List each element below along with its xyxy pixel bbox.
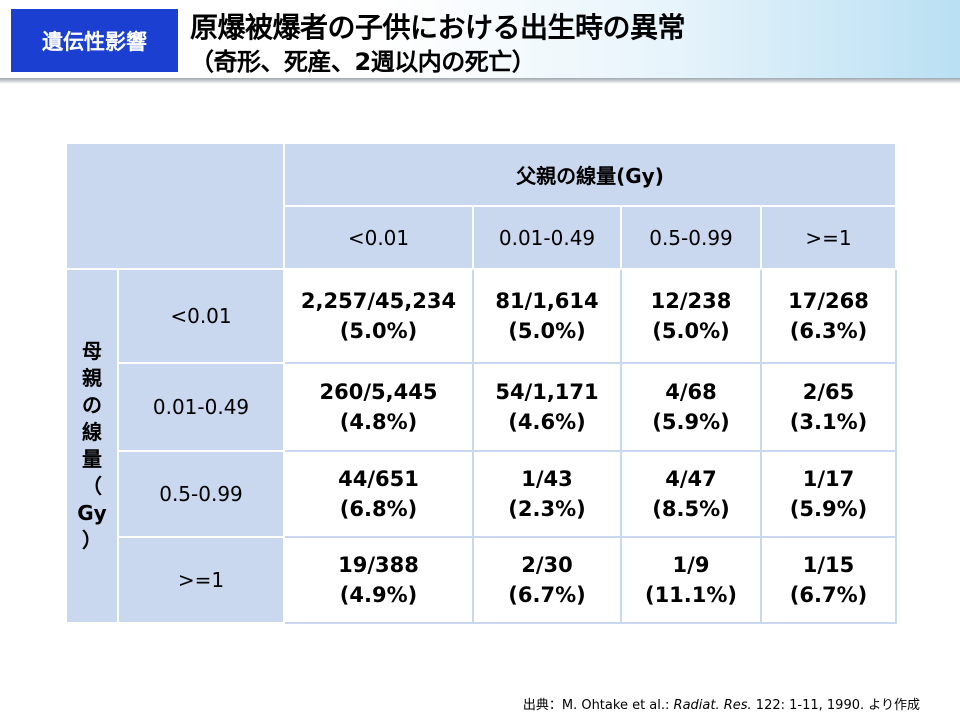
category-badge: 遺伝性影響 — [11, 9, 178, 72]
mother-dose-header: 母 親 の 線 量 （ Gy ） — [65, 268, 119, 624]
col-header: >=1 — [760, 205, 897, 270]
source-citation: 出典：M. Ohtake et al.: Radiat. Res. 122: 1… — [522, 698, 920, 713]
data-cell: 1/15 (6.7%) — [760, 536, 897, 624]
data-table: 父親の線量(Gy) <0.01 0.01-0.49 0.5-0.99 >=1 母… — [65, 142, 897, 624]
data-cell: 4/68 (5.9%) — [620, 362, 762, 452]
data-cell: 19/388 (4.9%) — [283, 536, 474, 624]
data-cell: 81/1,614 (5.0%) — [472, 268, 622, 364]
data-cell: 12/238 (5.0%) — [620, 268, 762, 364]
data-cell: 2/30 (6.7%) — [472, 536, 622, 624]
data-cell: 2,257/45,234 (5.0%) — [283, 268, 474, 364]
slide-title: 原爆被爆者の子供における出生時の異常 — [190, 11, 686, 44]
data-cell: 1/43 (2.3%) — [472, 450, 622, 538]
row-header: <0.01 — [117, 268, 285, 364]
data-cell: 4/47 (8.5%) — [620, 450, 762, 538]
data-cell: 54/1,171 (4.6%) — [472, 362, 622, 452]
col-header: 0.5-0.99 — [620, 205, 762, 270]
row-header: 0.5-0.99 — [117, 450, 285, 538]
data-cell: 1/17 (5.9%) — [760, 450, 897, 538]
slide-subtitle: （奇形、死産、2週以内の死亡） — [190, 48, 536, 76]
table-row: 0.5-0.99 44/651 (6.8%) 1/43 (2.3%) 4/47 (8.… — [66, 450, 897, 538]
data-cell: 260/5,445 (4.8%) — [283, 362, 474, 452]
corner-cell — [65, 142, 285, 270]
table-row: 母 親 の 線 量 （ Gy ） <0.01 2,257/45,234 (5.0%… — [65, 268, 897, 624]
row-header: >=1 — [117, 536, 285, 624]
col-header: <0.01 — [283, 205, 474, 270]
data-cell: 1/9 (11.1%) — [620, 536, 762, 624]
row-header: 0.01-0.49 — [117, 362, 285, 452]
data-cell: 2/65 (3.1%) — [760, 362, 897, 452]
table-row: >=1 19/388 (4.9%) 2/30 (6.7%) 1/9 (11.1%) 1… — [66, 536, 897, 624]
data-cell: 44/651 (6.8%) — [283, 450, 474, 538]
col-header: 0.01-0.49 — [472, 205, 622, 270]
father-dose-header: 父親の線量(Gy) — [283, 142, 897, 207]
header-shadow — [0, 78, 960, 84]
data-cell: 17/268 (6.3%) — [760, 268, 897, 364]
table-row: 0.01-0.49 260/5,445 (4.8%) 54/1,171 (4.6%)… — [66, 362, 897, 452]
